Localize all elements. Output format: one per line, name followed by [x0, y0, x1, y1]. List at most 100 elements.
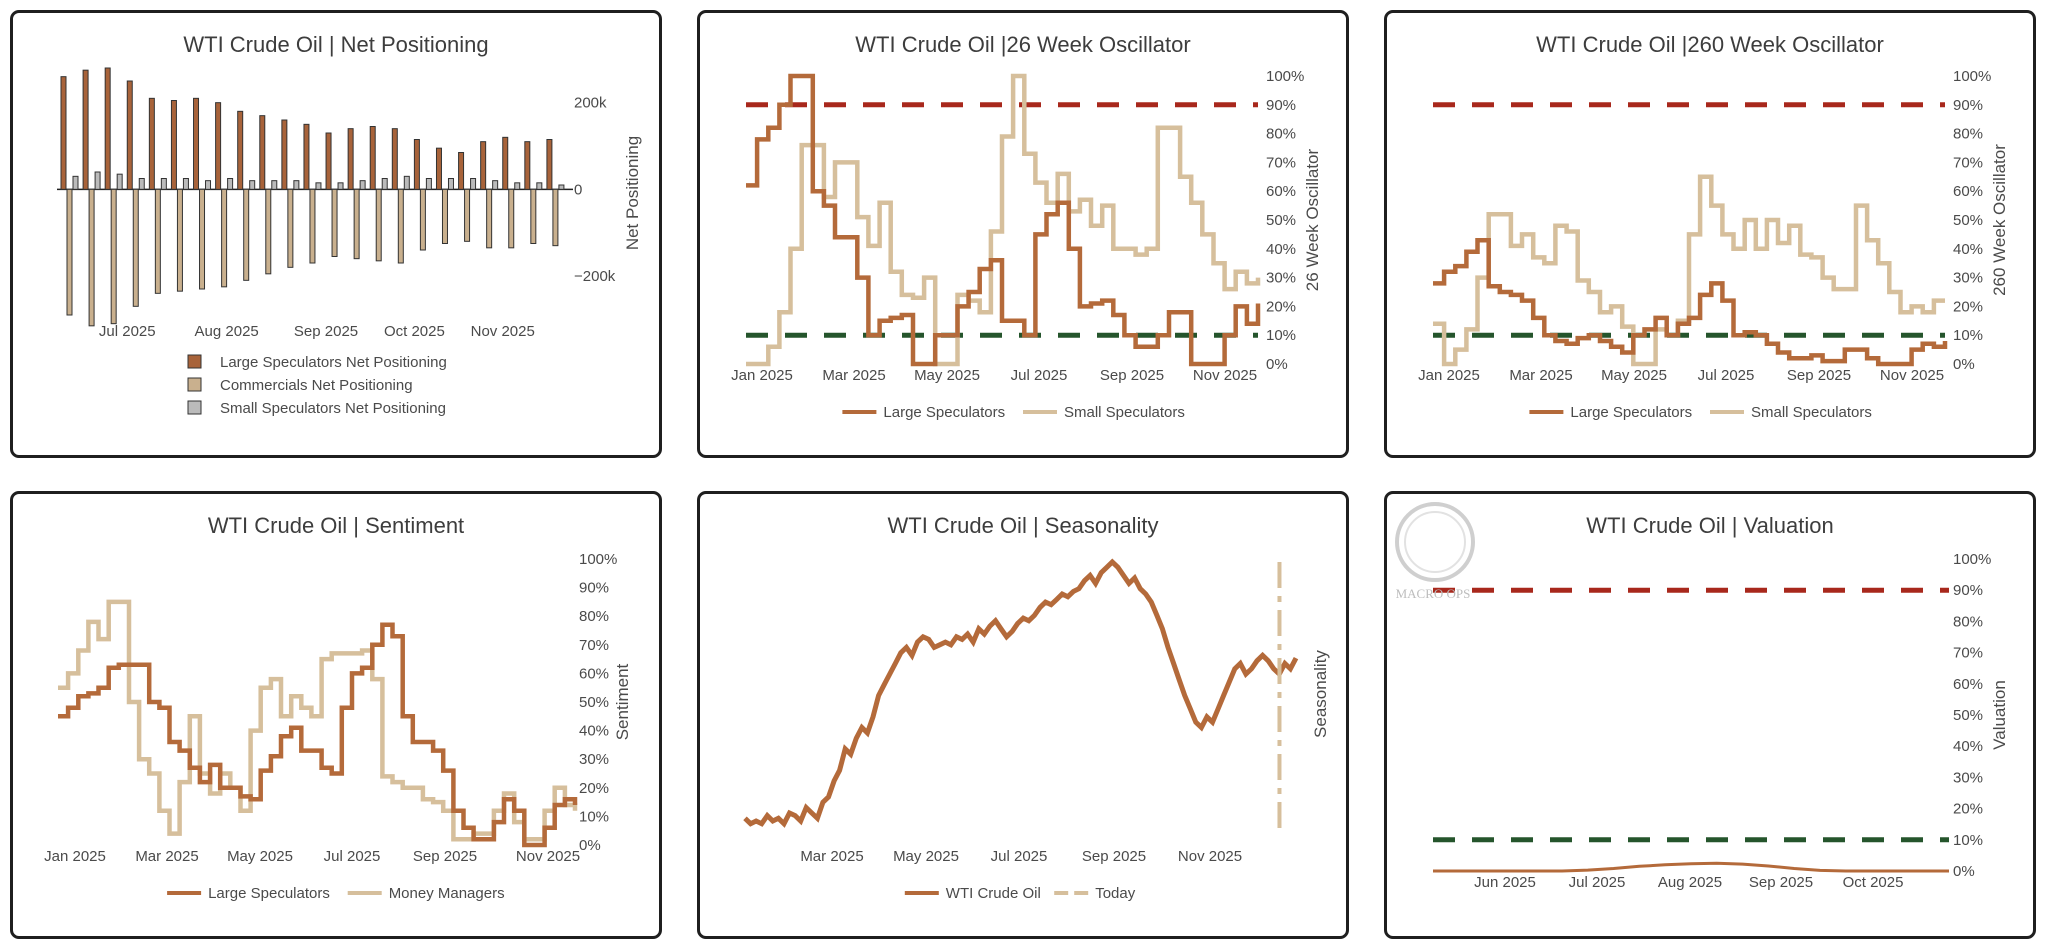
y-tick-label: 30% — [1266, 270, 1296, 287]
bar-small-speculators-net-positioning — [425, 178, 432, 190]
bar-large-speculators-net-positioning — [193, 97, 200, 190]
legend-swatch — [187, 354, 202, 369]
bar-commercials-net-positioning — [265, 188, 272, 275]
y-tick-label: 90% — [1266, 97, 1296, 114]
x-tick-label: Nov 2025 — [516, 848, 580, 865]
bar-commercials-net-positioning — [441, 188, 448, 244]
net-positioning-chart: WTI Crude Oil | Net Positioning 200k 0 −200… — [57, 32, 642, 417]
legend-swatch — [187, 377, 202, 392]
26-week-oscillator-chart: WTI Crude Oil |26 Week Oscillator 0% 10% 20… — [731, 32, 1322, 421]
bar-large-speculators-net-positioning — [325, 132, 332, 190]
y-tick-label: 30% — [1953, 270, 1983, 287]
chart-title: WTI Crude Oil | Seasonality — [887, 513, 1158, 538]
legend-label: Large Speculators — [1570, 404, 1692, 421]
panel-sentiment: WTI Crude Oil | Sentiment 0% 10% 20% 30% 40% 5… — [10, 491, 662, 939]
y-tick-label: 20% — [1266, 298, 1296, 315]
x-tick-label: Mar 2025 — [135, 848, 198, 865]
bar-commercials-net-positioning — [419, 188, 426, 251]
bar-large-speculators-net-positioning — [458, 152, 465, 190]
x-tick-label: May 2025 — [1601, 367, 1667, 384]
y-tick-label: 10% — [1953, 832, 1983, 849]
bar-commercials-net-positioning — [530, 188, 537, 244]
y-tick-label: 80% — [579, 608, 609, 625]
bar-commercials-net-positioning — [243, 188, 250, 281]
x-tick-label: Aug 2025 — [1658, 874, 1722, 891]
panel-seasonality: WTI Crude Oil | Seasonality Seasonality Ma… — [697, 491, 1349, 939]
macro-ops-watermark: MACRO OPS — [1395, 502, 1475, 601]
y-tick-label: 20% — [1953, 801, 1983, 818]
bar-small-speculators-net-positioning — [447, 178, 454, 190]
bar-commercials-net-positioning — [66, 188, 73, 316]
bar-commercials-net-positioning — [375, 188, 382, 262]
sentiment-chart: WTI Crude Oil | Sentiment 0% 10% 20% 30% 40% 5… — [44, 513, 632, 902]
y-tick-label: 20% — [1953, 298, 1983, 315]
x-tick-label: Jul 2025 — [99, 323, 156, 340]
x-tick-label: Mar 2025 — [822, 367, 885, 384]
x-tick-label: Jul 2025 — [1011, 367, 1068, 384]
bar-large-speculators-net-positioning — [104, 67, 111, 190]
y-axis-label: Seasonality — [1311, 650, 1330, 738]
legend-swatch — [187, 400, 202, 415]
bar-small-speculators-net-positioning — [470, 178, 477, 190]
chart-title: WTI Crude Oil |26 Week Oscillator — [855, 32, 1190, 57]
x-tick-label: Jul 2025 — [1698, 367, 1755, 384]
bar-commercials-net-positioning — [508, 188, 515, 249]
bar-large-speculators-net-positioning — [347, 128, 354, 190]
bar-small-speculators-net-positioning — [359, 180, 366, 190]
chart-title: WTI Crude Oil | Valuation — [1586, 513, 1833, 538]
y-tick-label: 10% — [1953, 327, 1983, 344]
x-tick-label: Oct 2025 — [1843, 874, 1904, 891]
watermark-text: MACRO OPS — [1396, 586, 1471, 601]
panel-260-week-oscillator: WTI Crude Oil |260 Week Oscillator 0% 10% 2… — [1384, 10, 2036, 458]
bar-commercials-net-positioning — [132, 188, 139, 307]
legend-label: Small Speculators — [1751, 404, 1872, 421]
bar-commercials-net-positioning — [397, 188, 404, 264]
x-tick-label: Mar 2025 — [1509, 367, 1572, 384]
legend-label: Large Speculators — [208, 885, 330, 902]
x-tick-label: Sep 2025 — [413, 848, 477, 865]
x-tick-label: Jan 2025 — [44, 848, 106, 865]
x-tick-label: Nov 2025 — [1178, 848, 1242, 865]
chart-title: WTI Crude Oil | Sentiment — [208, 513, 464, 538]
bar-small-speculators-net-positioning — [227, 178, 234, 190]
x-tick-label: Sep 2025 — [1082, 848, 1146, 865]
y-tick-label: 50% — [579, 694, 609, 711]
y-tick-label: 60% — [579, 665, 609, 682]
y-tick-label: 100% — [1953, 551, 1991, 568]
bar-small-speculators-net-positioning — [293, 180, 300, 190]
bar-commercials-net-positioning — [486, 188, 493, 249]
bar-large-speculators-net-positioning — [60, 76, 67, 190]
legend-label: Small Speculators Net Positioning — [220, 400, 446, 417]
bar-commercials-net-positioning — [199, 188, 206, 290]
bar-commercials-net-positioning — [221, 188, 228, 288]
x-tick-label: Aug 2025 — [195, 323, 259, 340]
legend-label: Money Managers — [389, 885, 505, 902]
bar-large-speculators-net-positioning — [524, 141, 531, 190]
legend-label: WTI Crude Oil — [946, 885, 1041, 902]
bar-commercials-net-positioning — [552, 188, 559, 247]
x-tick-label: May 2025 — [227, 848, 293, 865]
bar-commercials-net-positioning — [353, 188, 360, 260]
y-tick-label: 0% — [1953, 863, 1975, 880]
x-tick-label: Sep 2025 — [294, 323, 358, 340]
bar-commercials-net-positioning — [331, 188, 338, 257]
chart-title: WTI Crude Oil | Net Positioning — [183, 32, 488, 57]
bar-large-speculators-net-positioning — [413, 139, 420, 190]
bar-commercials-net-positioning — [110, 188, 117, 325]
bar-commercials-net-positioning — [309, 188, 316, 264]
y-tick-label: 20% — [579, 780, 609, 797]
bar-large-speculators-net-positioning — [546, 139, 553, 190]
x-tick-label: Sep 2025 — [1100, 367, 1164, 384]
series-line-wti-crude-oil — [1433, 861, 1949, 873]
series-line-large-speculators — [58, 622, 578, 848]
bar-small-speculators-net-positioning — [160, 178, 167, 190]
y-tick-label: 60% — [1953, 183, 1983, 200]
bar-small-speculators-net-positioning — [182, 178, 189, 190]
y-tick-label: 70% — [579, 637, 609, 654]
bar-small-speculators-net-positioning — [403, 175, 410, 190]
bar-large-speculators-net-positioning — [259, 115, 266, 190]
y-tick-label: 10% — [1266, 327, 1296, 344]
series-line-money-managers — [58, 599, 578, 842]
bar-large-speculators-net-positioning — [126, 80, 133, 190]
legend-label: Large Speculators — [883, 404, 1005, 421]
